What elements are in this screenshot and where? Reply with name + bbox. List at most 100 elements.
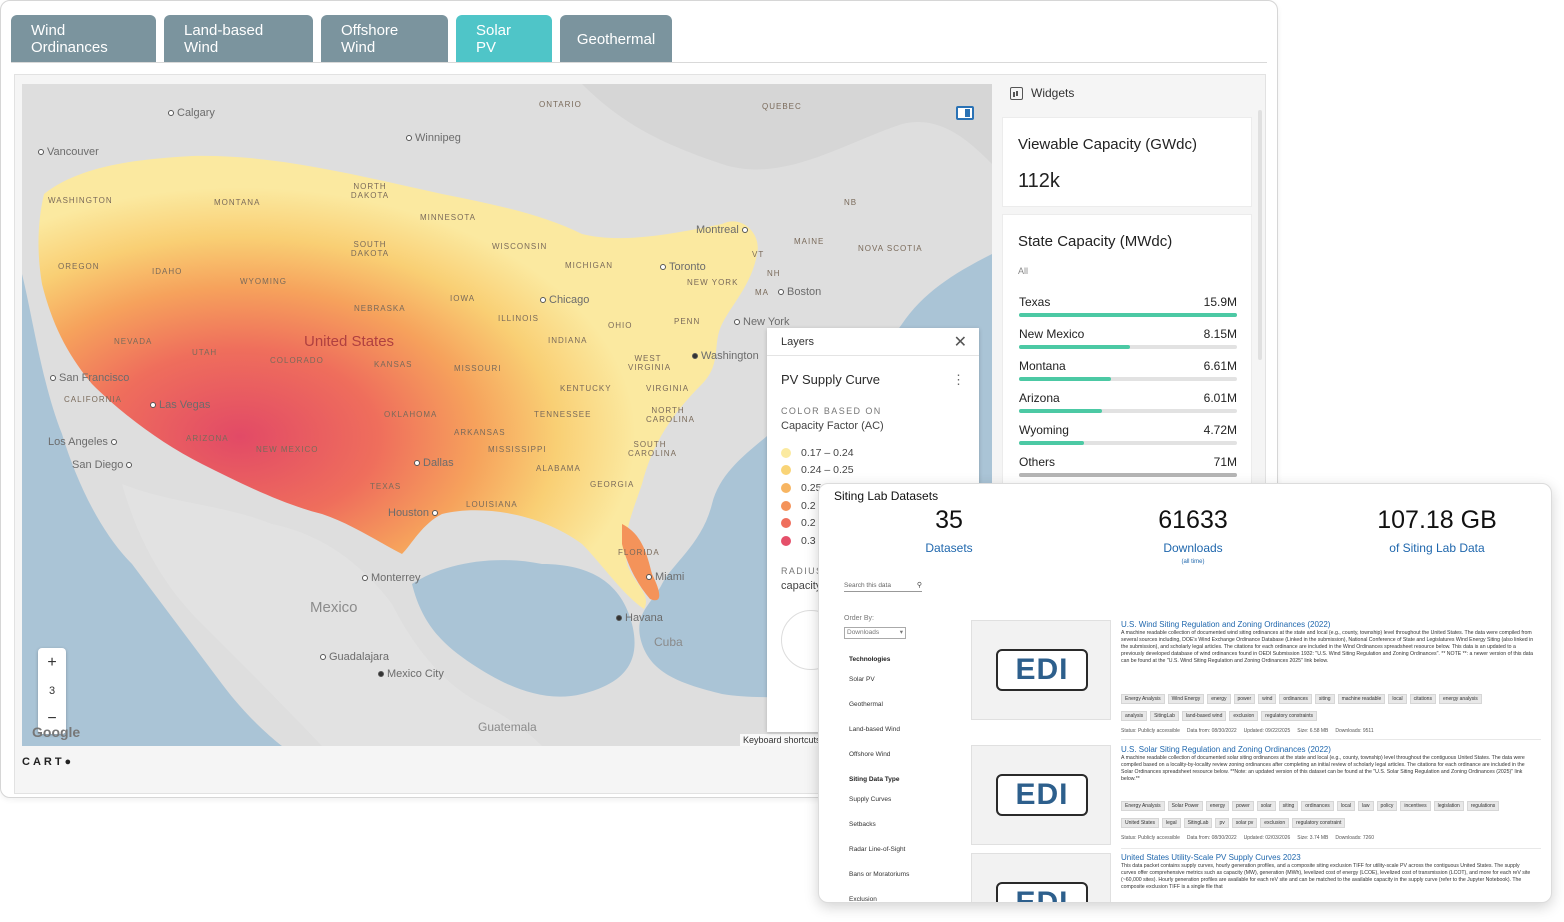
- search-icon[interactable]: ⚲: [916, 582, 922, 589]
- tag[interactable]: Energy Analysis: [1121, 801, 1165, 811]
- state-row[interactable]: New Mexico 8.15M: [1019, 327, 1237, 359]
- facet-item[interactable]: Setbacks: [849, 821, 876, 828]
- state-row[interactable]: Texas 15.9M: [1019, 295, 1237, 327]
- tag[interactable]: ordinances: [1301, 801, 1334, 811]
- legend-list: 0.17 – 0.240.24 – 0.250.25 – 0.270.20.20…: [781, 444, 965, 550]
- tag[interactable]: energy: [1205, 801, 1230, 811]
- tag[interactable]: power: [1232, 801, 1254, 811]
- widgets-scrollbar[interactable]: [1258, 110, 1262, 360]
- city-label: Havana: [616, 612, 663, 624]
- search-input[interactable]: Search this data ⚲: [844, 582, 922, 592]
- state-name: Wyoming: [1019, 423, 1069, 437]
- tag[interactable]: Wind Energy: [1167, 694, 1205, 704]
- tag[interactable]: power: [1233, 694, 1256, 704]
- state-value: 6.61M: [1203, 359, 1237, 373]
- tag[interactable]: law: [1358, 801, 1374, 811]
- dataset-thumbnail[interactable]: EDI: [971, 745, 1111, 845]
- color-based-on-label: COLOR BASED ON: [781, 406, 882, 416]
- state-row[interactable]: Arizona 6.01M: [1019, 391, 1237, 423]
- city-label: Vancouver: [38, 146, 99, 158]
- tag[interactable]: land-based wind: [1181, 711, 1227, 721]
- widget-filter[interactable]: All: [1018, 266, 1029, 276]
- tag[interactable]: SitingLab: [1183, 818, 1213, 828]
- dataset-thumbnail[interactable]: EDI: [971, 620, 1111, 720]
- tag[interactable]: regulatory constraints: [1261, 711, 1318, 721]
- dataset-thumbnail[interactable]: EDI: [971, 853, 1111, 902]
- tag[interactable]: United States: [1121, 818, 1160, 828]
- order-by-value: Downloads: [847, 629, 880, 636]
- facet-item[interactable]: Radar Line-of-Sight: [849, 846, 906, 853]
- city-label: Houston: [388, 507, 441, 519]
- tag[interactable]: exclusion: [1260, 818, 1290, 828]
- tag[interactable]: citations: [1409, 694, 1436, 704]
- tag[interactable]: energy analysis: [1438, 694, 1482, 704]
- dataset-data-from: Data from: 08/30/2022: [1186, 728, 1237, 734]
- facet-item[interactable]: Geothermal: [849, 701, 883, 708]
- legend-swatch: [781, 500, 791, 511]
- dataset-downloads: Downloads: 9511: [1335, 728, 1374, 734]
- tab-geothermal[interactable]: Geothermal: [560, 15, 672, 63]
- tab-wind-ordinances[interactable]: Wind Ordinances: [11, 15, 156, 63]
- facet-item[interactable]: Solar PV: [849, 676, 875, 683]
- dataset-title-link[interactable]: United States Utility-Scale PV Supply Cu…: [1121, 853, 1301, 862]
- stat-label[interactable]: Datasets: [925, 541, 973, 555]
- tag[interactable]: solar pv: [1231, 818, 1258, 828]
- tag[interactable]: machine readable: [1337, 694, 1386, 704]
- tag[interactable]: incentives: [1400, 801, 1431, 811]
- tag[interactable]: SitingLab: [1150, 711, 1179, 721]
- facet-item[interactable]: Land-based Wind: [849, 726, 900, 733]
- tag[interactable]: ordinances: [1279, 694, 1312, 704]
- tag[interactable]: regulations: [1466, 801, 1500, 811]
- tag[interactable]: energy: [1207, 694, 1231, 704]
- tag[interactable]: regulatory constraint: [1292, 818, 1346, 828]
- tab-offshore-wind[interactable]: Offshore Wind: [321, 15, 448, 63]
- state-row[interactable]: Montana 6.61M: [1019, 359, 1237, 391]
- city-name: Dallas: [423, 457, 454, 469]
- tab-solar-pv[interactable]: Solar PV: [456, 15, 552, 63]
- dataset-title-link[interactable]: U.S. Wind Siting Regulation and Zoning O…: [1121, 620, 1331, 629]
- facet-item[interactable]: Bans or Moratoriums: [849, 871, 910, 878]
- stat-label[interactable]: of Siting Lab Data: [1389, 541, 1485, 555]
- datasets-title: Siting Lab Datasets: [834, 489, 939, 503]
- tag[interactable]: policy: [1376, 801, 1398, 811]
- divider: [1121, 848, 1541, 849]
- logo-text: EDI: [1015, 653, 1069, 686]
- tag[interactable]: solar: [1256, 801, 1276, 811]
- tag[interactable]: exclusion: [1229, 711, 1259, 721]
- facet-item[interactable]: Offshore Wind: [849, 751, 891, 758]
- widget-title: Viewable Capacity (GWdc): [1018, 136, 1197, 153]
- facet-item[interactable]: Supply Curves: [849, 796, 892, 803]
- tag[interactable]: analysis: [1121, 711, 1148, 721]
- zoom-in-button[interactable]: +: [47, 654, 57, 672]
- order-by-select[interactable]: Downloads ▾: [844, 627, 906, 639]
- stat-label[interactable]: Downloads: [1163, 541, 1223, 555]
- tag[interactable]: wind: [1258, 694, 1277, 704]
- capacity-bar-fill: [1019, 313, 1237, 317]
- tag[interactable]: legal: [1162, 818, 1181, 828]
- tab-land-based-wind[interactable]: Land-based Wind: [164, 15, 313, 63]
- keyboard-shortcuts-link[interactable]: Keyboard shortcuts: [740, 734, 824, 746]
- zoom-out-button[interactable]: −: [47, 709, 57, 727]
- tag[interactable]: siting: [1314, 694, 1335, 704]
- region-label: GEORGIA: [590, 480, 635, 489]
- dataset-title-link[interactable]: U.S. Solar Siting Regulation and Zoning …: [1121, 745, 1331, 754]
- legend-swatch: [781, 465, 791, 476]
- more-options-icon[interactable]: ⋮: [952, 372, 965, 387]
- tag[interactable]: Solar Power: [1167, 801, 1203, 811]
- tag[interactable]: local: [1336, 801, 1356, 811]
- tag[interactable]: local: [1388, 694, 1407, 704]
- oedi-logo: EDI: [996, 882, 1088, 902]
- tag[interactable]: legislation: [1433, 801, 1464, 811]
- tag[interactable]: siting: [1278, 801, 1299, 811]
- panel-toggle-icon[interactable]: [956, 106, 974, 120]
- dataset-description: A machine readable collection of documen…: [1121, 630, 1534, 664]
- tag[interactable]: Energy Analysis: [1121, 694, 1165, 704]
- state-row[interactable]: Wyoming 4.72M: [1019, 423, 1237, 455]
- facet-item[interactable]: Exclusion: [849, 896, 877, 903]
- region-label: VIRGINIA: [646, 384, 690, 393]
- tag[interactable]: pv: [1215, 818, 1229, 828]
- siting-lab-datasets-panel: Siting Lab Datasets 35 Datasets 61633 Do…: [818, 483, 1552, 903]
- region-label: ILLINOIS: [498, 314, 539, 323]
- close-icon[interactable]: ✕: [953, 333, 967, 351]
- state-row[interactable]: Others 71M: [1019, 455, 1237, 487]
